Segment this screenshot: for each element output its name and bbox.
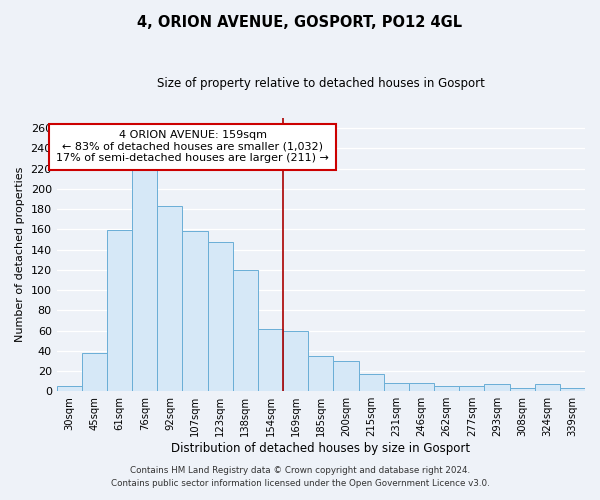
Bar: [233, 270, 258, 391]
Bar: [359, 374, 384, 391]
Text: 4 ORION AVENUE: 159sqm
← 83% of detached houses are smaller (1,032)
17% of semi-: 4 ORION AVENUE: 159sqm ← 83% of detached…: [56, 130, 329, 164]
Bar: [509, 388, 535, 391]
Bar: [208, 242, 233, 391]
Text: 4, ORION AVENUE, GOSPORT, PO12 4GL: 4, ORION AVENUE, GOSPORT, PO12 4GL: [137, 15, 463, 30]
Bar: [535, 384, 560, 391]
Bar: [384, 383, 409, 391]
Bar: [157, 206, 182, 391]
Bar: [484, 384, 509, 391]
Title: Size of property relative to detached houses in Gosport: Size of property relative to detached ho…: [157, 78, 485, 90]
Bar: [560, 388, 585, 391]
X-axis label: Distribution of detached houses by size in Gosport: Distribution of detached houses by size …: [171, 442, 470, 455]
Bar: [82, 353, 107, 391]
Y-axis label: Number of detached properties: Number of detached properties: [15, 167, 25, 342]
Bar: [334, 361, 359, 391]
Bar: [434, 386, 459, 391]
Bar: [283, 330, 308, 391]
Bar: [409, 383, 434, 391]
Bar: [56, 386, 82, 391]
Bar: [182, 232, 208, 391]
Text: Contains HM Land Registry data © Crown copyright and database right 2024.
Contai: Contains HM Land Registry data © Crown c…: [110, 466, 490, 487]
Bar: [308, 356, 334, 391]
Bar: [132, 168, 157, 391]
Bar: [258, 330, 283, 391]
Bar: [107, 230, 132, 391]
Bar: [459, 386, 484, 391]
